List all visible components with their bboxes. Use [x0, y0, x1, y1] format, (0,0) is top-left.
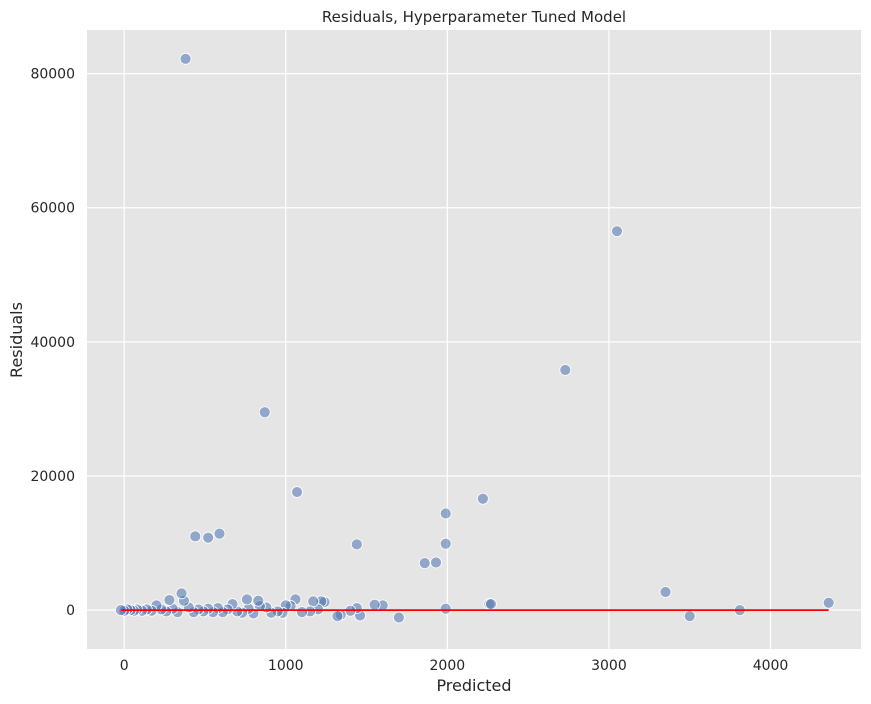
data-point: [485, 598, 497, 610]
data-point: [252, 594, 265, 607]
y-tick-label: 40000: [30, 335, 75, 351]
data-point: [307, 595, 320, 608]
data-point: [202, 531, 215, 544]
plot-area: [87, 30, 861, 649]
x-tick-label: 0: [120, 658, 129, 674]
data-point: [291, 486, 303, 498]
data-point: [163, 594, 176, 606]
y-axis-ticks: 0 20000 40000 60000 80000: [30, 67, 75, 620]
x-tick-label: 1000: [268, 658, 304, 674]
y-tick-label: 20000: [30, 469, 75, 485]
data-point: [439, 602, 452, 615]
data-point: [476, 492, 489, 505]
x-tick-label: 2000: [430, 658, 466, 674]
x-axis-label: Predicted: [436, 676, 511, 695]
data-point: [439, 507, 452, 520]
data-point: [189, 530, 202, 543]
data-points: [115, 52, 835, 624]
data-point: [175, 587, 188, 600]
data-point: [559, 364, 572, 376]
data-point: [418, 557, 431, 570]
data-point: [368, 598, 381, 611]
data-point: [258, 406, 271, 419]
y-tick-label: 60000: [30, 201, 75, 217]
data-point: [331, 610, 344, 623]
data-point: [659, 586, 672, 598]
data-point: [611, 225, 623, 238]
data-point: [392, 611, 405, 624]
x-tick-label: 4000: [753, 658, 789, 674]
data-point: [683, 610, 696, 623]
data-point: [179, 52, 192, 65]
data-point: [296, 606, 308, 619]
y-tick-label: 80000: [30, 67, 75, 83]
chart-title: Residuals, Hyperparameter Tuned Model: [322, 8, 626, 26]
data-point: [439, 537, 452, 550]
x-tick-label: 3000: [591, 658, 627, 674]
data-point: [241, 593, 253, 606]
data-point: [822, 596, 835, 609]
data-point: [213, 527, 226, 540]
data-point: [430, 556, 442, 569]
y-tick-label: 0: [66, 603, 75, 619]
data-point: [350, 538, 363, 551]
y-axis-label: Residuals: [7, 302, 26, 378]
x-axis-ticks: 0 1000 2000 3000 4000: [120, 658, 789, 674]
